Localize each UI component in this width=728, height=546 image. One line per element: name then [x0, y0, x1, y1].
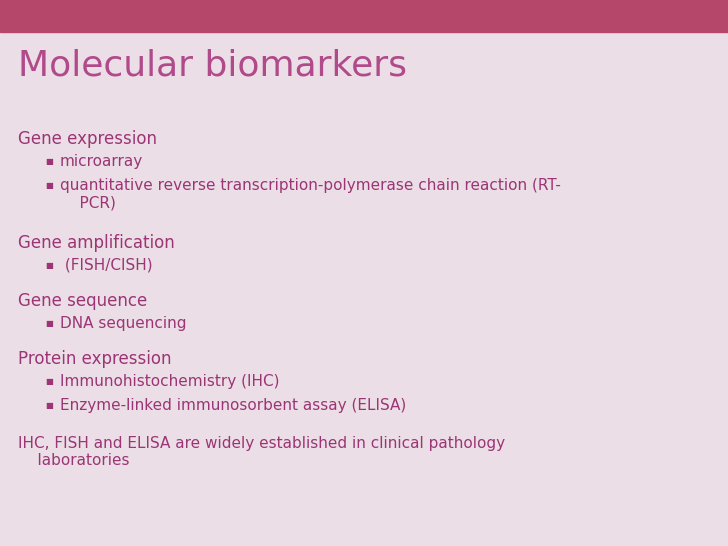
Text: microarray: microarray [60, 154, 143, 169]
Text: Molecular biomarkers: Molecular biomarkers [18, 48, 407, 82]
Text: quantitative reverse transcription-polymerase chain reaction (RT-
    PCR): quantitative reverse transcription-polym… [60, 178, 561, 210]
Text: ■: ■ [45, 181, 53, 190]
Text: ■: ■ [45, 261, 53, 270]
Text: Gene expression: Gene expression [18, 130, 157, 148]
Text: DNA sequencing: DNA sequencing [60, 316, 186, 331]
Text: ■: ■ [45, 401, 53, 410]
Text: ■: ■ [45, 319, 53, 328]
Text: ■: ■ [45, 157, 53, 166]
Bar [0, 0, 728, 32]
Text: Immunohistochemistry (IHC): Immunohistochemistry (IHC) [60, 374, 280, 389]
Text: Gene sequence: Gene sequence [18, 292, 147, 310]
Text: Protein expression: Protein expression [18, 350, 172, 368]
Text: ■: ■ [45, 377, 53, 386]
Text: Enzyme-linked immunosorbent assay (ELISA): Enzyme-linked immunosorbent assay (ELISA… [60, 398, 406, 413]
Text: Gene amplification: Gene amplification [18, 234, 175, 252]
Text: IHC, FISH and ELISA are widely established in clinical pathology
    laboratorie: IHC, FISH and ELISA are widely establish… [18, 436, 505, 468]
Text: (FISH/CISH): (FISH/CISH) [60, 258, 153, 273]
